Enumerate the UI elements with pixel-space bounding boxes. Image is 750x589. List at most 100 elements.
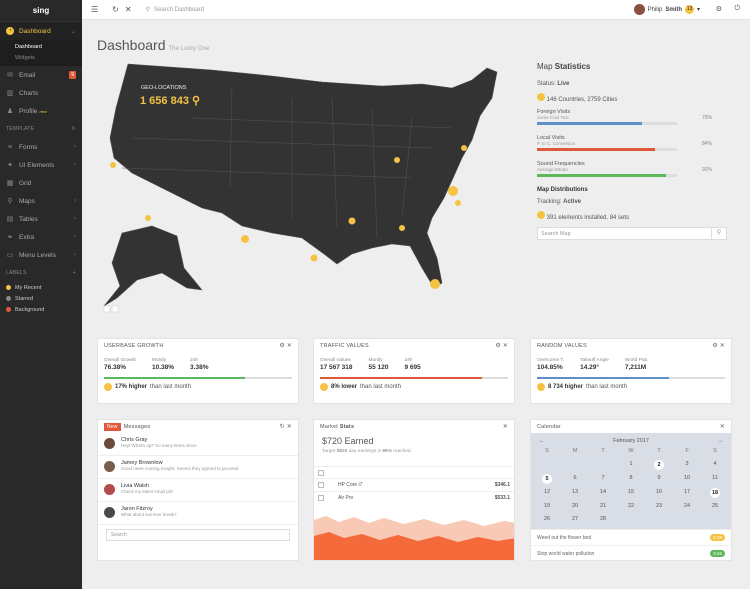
list-item[interactable]: Chris Gray Hey! What's up? So many times … <box>98 433 298 456</box>
card-controls[interactable]: ⚙ ✕ <box>712 343 725 349</box>
calendar-day[interactable]: 10 <box>683 475 691 481</box>
zoom-out-button[interactable] <box>111 305 119 313</box>
calendar-day[interactable]: 3 <box>685 461 689 467</box>
table-row[interactable]: HP Core i7 $346.1 <box>314 478 514 491</box>
avatar <box>104 438 115 449</box>
card-controls[interactable]: ⚙ ✕ <box>279 343 292 349</box>
sidebar-item-menu-levels[interactable]: ▭ Menu Levels › <box>0 246 82 264</box>
sidebar-item-label: Dashboard <box>19 27 51 35</box>
calendar-day[interactable]: 23 <box>655 503 663 509</box>
sidebar-item-profile[interactable]: ♟ Profile new <box>0 102 82 120</box>
hamburger-icon[interactable]: ☰ <box>91 5 99 14</box>
calendar-day[interactable]: 7 <box>601 475 605 481</box>
calendar-day[interactable]: 5 <box>542 474 552 484</box>
calendar-day[interactable]: 16 <box>655 489 663 495</box>
calendar-day[interactable]: 15 <box>627 489 635 495</box>
calendar-day[interactable]: 28 <box>599 516 607 522</box>
calendar-day[interactable]: 13 <box>571 489 579 495</box>
calendar-day[interactable]: 2 <box>654 460 664 470</box>
geo-marker[interactable] <box>430 279 440 289</box>
calendar-day[interactable]: 17 <box>683 489 691 495</box>
list-item[interactable]: Jamey Brownlow Good news coming tonight. … <box>98 456 298 479</box>
calendar-day[interactable]: 6 <box>573 475 577 481</box>
sub-item-dashboard[interactable]: Dashboard <box>15 44 42 50</box>
search-icon[interactable]: ⚲ <box>711 228 726 239</box>
calendar-day[interactable]: 9 <box>657 475 661 481</box>
calendar-day[interactable]: 22 <box>627 503 635 509</box>
search-input[interactable]: ⚲ Search Dashboard <box>146 6 204 14</box>
label-my-recent[interactable]: My Recent <box>0 282 82 293</box>
calendar-month: February 2017 <box>613 438 649 444</box>
geo-marker[interactable] <box>310 254 318 262</box>
select-all-checkbox[interactable] <box>318 469 324 476</box>
calendar-day[interactable]: 19 <box>543 503 551 509</box>
sidebar-item-label: Forms <box>19 143 38 151</box>
user-menu[interactable]: Philip Smith 13 ▾ <box>633 4 700 15</box>
calendar-day[interactable]: 12 <box>543 489 551 495</box>
geo-marker[interactable] <box>461 145 467 151</box>
calendar-day[interactable]: 8 <box>629 475 633 481</box>
geo-marker[interactable] <box>455 200 461 206</box>
table-icon: ▤ <box>6 216 14 223</box>
list-item[interactable]: Jaron Fitzroy What about summer break? <box>98 502 298 525</box>
zoom-in-button[interactable] <box>103 305 111 313</box>
calendar-day[interactable]: 11 <box>712 475 718 481</box>
sidebar-item-grid[interactable]: ▦ Grid <box>0 174 82 192</box>
geo-marker[interactable] <box>448 186 458 196</box>
calendar-day[interactable]: 27 <box>571 516 579 522</box>
calendar-day[interactable]: 26 <box>543 516 551 522</box>
arrow-right-icon[interactable]: → <box>717 438 724 444</box>
globe-icon <box>537 93 545 101</box>
gear-icon[interactable]: ⚙ <box>715 6 722 13</box>
row-checkbox[interactable] <box>318 482 324 488</box>
geo-marker[interactable] <box>110 162 116 168</box>
refresh-icon[interactable]: ↻ <box>112 5 119 14</box>
table-row[interactable]: Air Pro $533.1 <box>314 491 514 504</box>
calendar-day[interactable]: 21 <box>599 503 607 509</box>
close-icon[interactable]: ✕ <box>719 424 725 430</box>
sidebar-item-email[interactable]: ✉ Email 9 <box>0 66 82 84</box>
list-item[interactable]: Livia Walsh Check my latest email plz! <box>98 479 298 502</box>
geo-marker[interactable] <box>348 217 356 225</box>
sidebar-item-dashboard[interactable]: ◔ Dashboard ⌄ <box>0 22 82 40</box>
calendar-day[interactable]: 18 <box>710 488 720 498</box>
calendar-day[interactable]: 20 <box>571 503 579 509</box>
event-item[interactable]: Weed out the flower bed 9:45 <box>531 529 731 545</box>
sidebar-item-maps[interactable]: ⚲ Maps › <box>0 192 82 210</box>
calendar-day[interactable]: 24 <box>683 503 691 509</box>
search-map-input[interactable]: Search Map ⚲ <box>537 227 727 240</box>
logo[interactable]: sing <box>0 0 82 22</box>
sidebar-item-forms[interactable]: ≡ Forms › <box>0 138 82 156</box>
card-values: Overcome T. 104.85% Takeoff Angle 14.29° W… <box>531 352 731 371</box>
sidebar-item-tables[interactable]: ▤ Tables › <box>0 210 82 228</box>
close-icon[interactable]: ✕ <box>124 5 132 14</box>
close-icon[interactable]: ✕ <box>502 424 508 430</box>
card-controls[interactable]: ↻ ✕ <box>279 424 292 430</box>
geo-marker[interactable] <box>399 225 405 231</box>
sub-item-widgets[interactable]: Widgets <box>15 55 35 61</box>
messages-search-input[interactable]: Search <box>106 529 290 541</box>
sidebar-item-extra[interactable]: ❧ Extra › <box>0 228 82 246</box>
arrow-left-icon[interactable]: ← <box>539 438 545 444</box>
sidebar-item-charts[interactable]: ▥ Charts <box>0 84 82 102</box>
value-label: Overall Values <box>320 358 351 363</box>
sidebar-item-ui-elements[interactable]: ✦ UI Elements › <box>0 156 82 174</box>
label-starred[interactable]: Starred <box>0 293 82 304</box>
label-background[interactable]: Background <box>0 304 82 315</box>
calendar-day[interactable]: 4 <box>713 461 717 467</box>
add-label-icon[interactable]: + <box>72 270 76 276</box>
calendar-day[interactable]: 1 <box>629 461 633 467</box>
card-controls[interactable]: ⚙ ✕ <box>495 343 508 349</box>
row-checkbox[interactable] <box>318 495 324 501</box>
usa-map[interactable] <box>92 58 522 320</box>
geo-marker[interactable] <box>241 235 249 243</box>
footer-text: than last month <box>586 384 628 390</box>
power-icon[interactable]: ⏻ <box>734 5 740 12</box>
calendar-day[interactable]: 14 <box>599 489 607 495</box>
geo-marker[interactable] <box>145 215 151 221</box>
geo-marker[interactable] <box>394 157 400 163</box>
refresh-icon[interactable]: ↻ <box>71 126 76 132</box>
event-item[interactable]: Stop world water pollution 9:45 <box>531 545 731 561</box>
calendar-day[interactable]: 25 <box>711 503 719 509</box>
value-label: Montly <box>152 358 167 363</box>
